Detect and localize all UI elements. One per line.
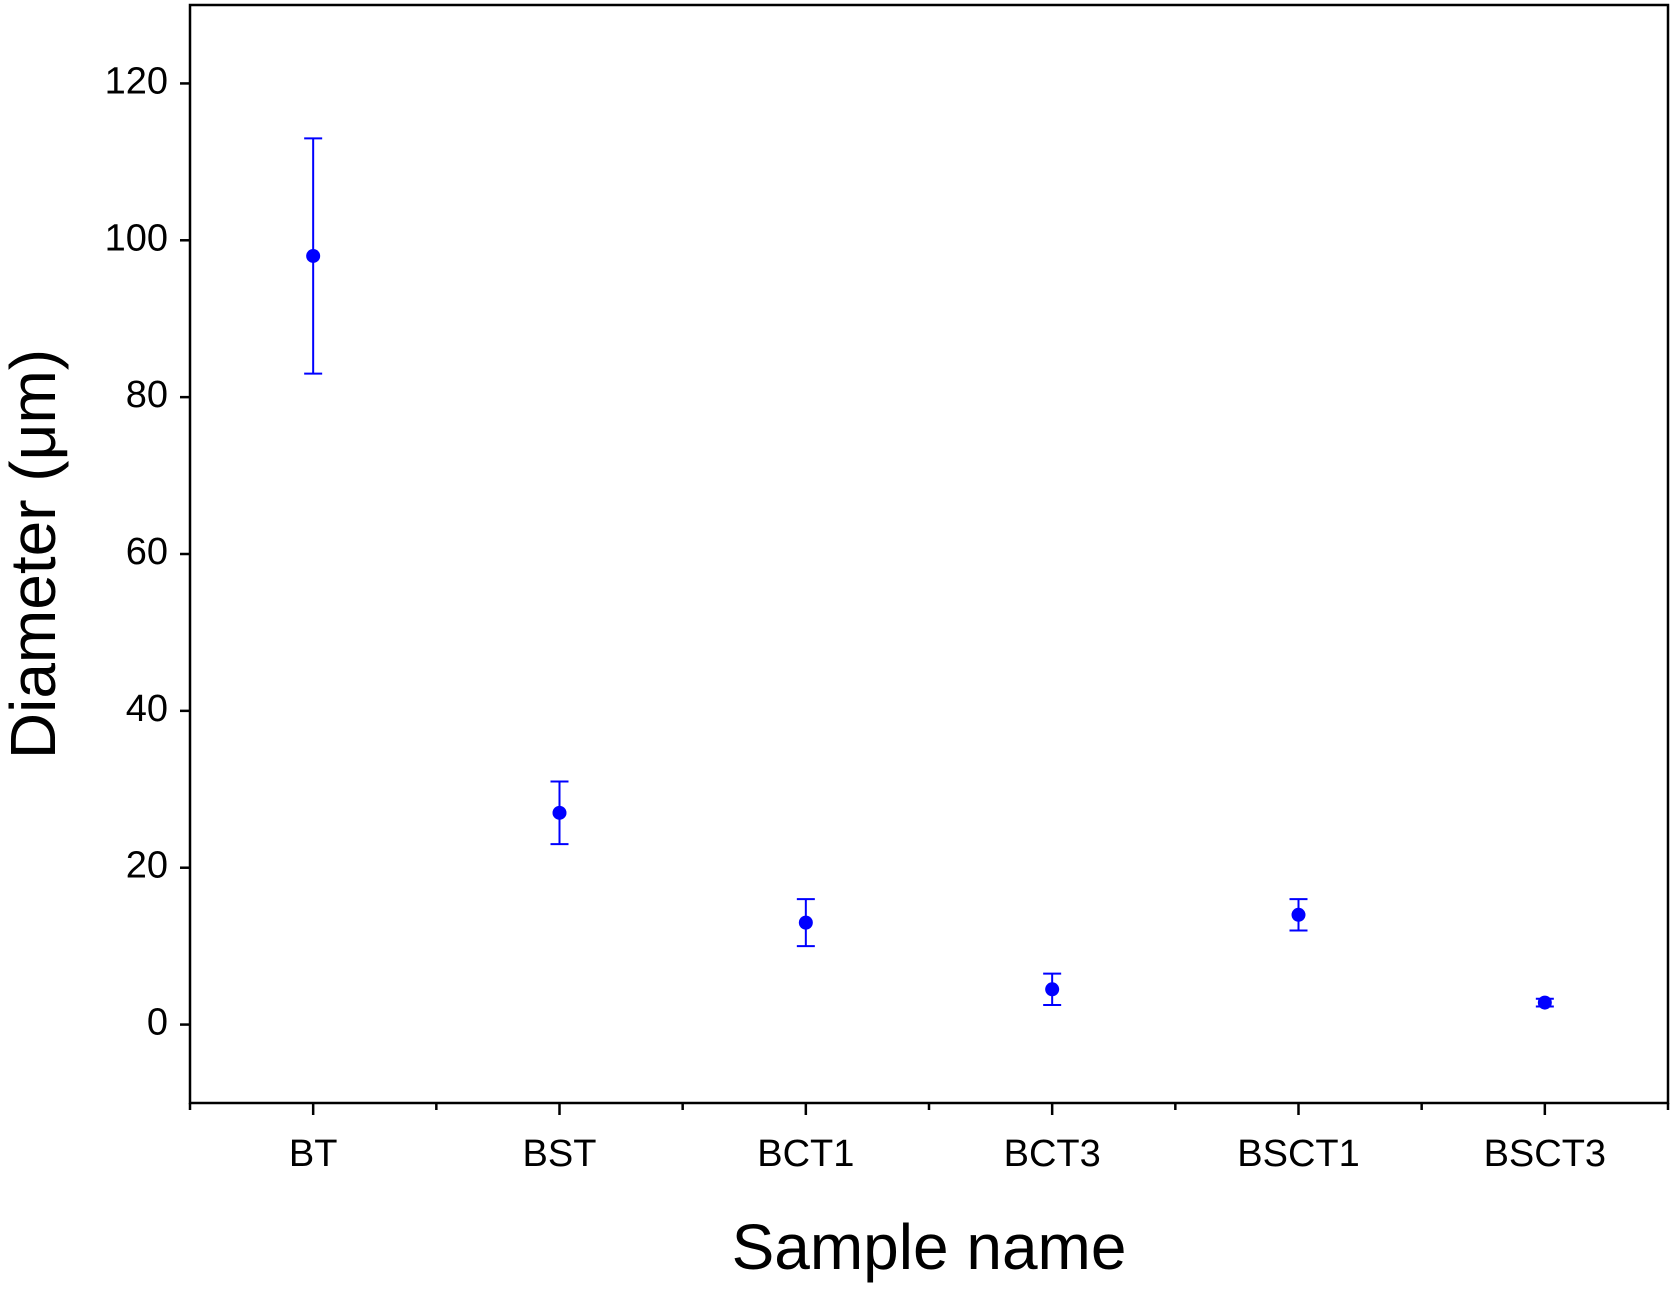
y-tick-label: 40: [126, 688, 168, 730]
y-tick-label: 80: [126, 374, 168, 416]
x-axis-title: Sample name: [732, 1211, 1127, 1283]
data-point: [1045, 982, 1060, 997]
x-tick-label: BT: [289, 1133, 338, 1175]
x-tick-label: BSCT1: [1237, 1133, 1359, 1175]
data-point: [306, 248, 321, 263]
data-point: [552, 805, 567, 820]
y-tick-label: 60: [126, 531, 168, 573]
x-tick-label: BST: [523, 1133, 597, 1175]
x-tick-label: BCT1: [757, 1133, 854, 1175]
y-tick-label: 120: [105, 60, 168, 102]
plot-frame: [188, 3, 1670, 1105]
data-point: [798, 915, 813, 930]
x-tick-label: BSCT3: [1484, 1133, 1606, 1175]
y-tick-label: 20: [126, 845, 168, 887]
data-point: [1537, 995, 1552, 1010]
data-point: [1291, 907, 1306, 922]
x-tick-label: BCT3: [1004, 1133, 1101, 1175]
y-axis-title: Diameter (μm): [0, 349, 69, 759]
y-tick-label: 100: [105, 217, 168, 259]
y-tick-label: 0: [147, 1002, 168, 1044]
